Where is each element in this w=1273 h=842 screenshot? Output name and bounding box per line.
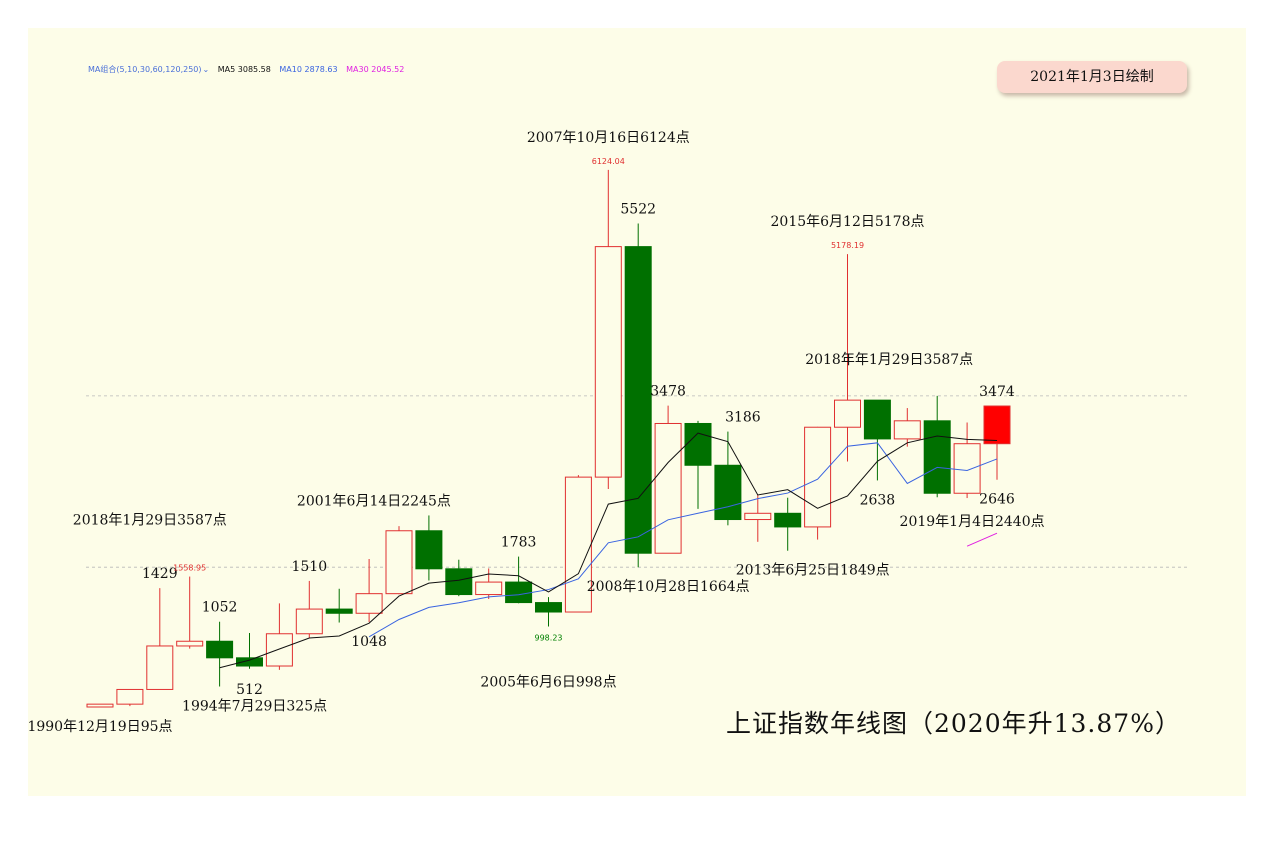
annotation-14: 2007年10月16日6124点 <box>527 130 690 146</box>
candle-body-2016 <box>863 399 891 440</box>
ma30-line <box>966 532 998 547</box>
annotation-21: 2015年6月12日5178点 <box>771 214 925 230</box>
annotation-6: 512 <box>236 682 263 698</box>
annotation-12: 2005年6月6日998点 <box>480 675 616 691</box>
candle-body-2013 <box>774 512 802 528</box>
ma10-line <box>368 442 998 638</box>
candle-body-2006 <box>564 476 592 613</box>
candle-body-2020 <box>983 405 1011 445</box>
annotation-20: 5178.19 <box>831 241 864 250</box>
candle-body-2002 <box>445 568 473 596</box>
candle-body-1995 <box>236 657 263 667</box>
ma5-line <box>219 432 998 669</box>
annotation-23: 2018年年1月29日3587点 <box>805 352 973 368</box>
candle-body-2001 <box>415 530 443 570</box>
candle-body-2018 <box>923 420 951 494</box>
ma-combo-label: MA组合(5,10,30,60,120,250) <box>88 65 202 74</box>
candle-body-2008 <box>624 246 652 554</box>
ma10-label: MA10 2878.63 <box>279 65 338 74</box>
candle-body-2005 <box>535 602 562 613</box>
candle-body-2010 <box>684 422 712 466</box>
annotation-9: 2001年6月14日2245点 <box>297 493 451 509</box>
ma30-label: MA30 2045.52 <box>346 65 405 74</box>
annotation-18: 3186 <box>725 410 761 426</box>
annotation-1: 1429 <box>142 566 178 582</box>
annotation-13: 6124.04 <box>592 157 625 166</box>
candle-body-1996 <box>265 633 293 667</box>
annotation-2: 2018年1月29日3587点 <box>73 513 227 529</box>
annotation-4: 1052 <box>202 600 238 616</box>
annotation-17: 3478 <box>650 384 686 400</box>
candle-body-1990 <box>86 703 114 708</box>
annotation-15: 5522 <box>620 201 656 217</box>
ma5-label: MA5 3085.58 <box>217 65 271 74</box>
annotation-5: 1994年7月29日325点 <box>182 699 327 715</box>
candle-body-1999 <box>355 593 383 614</box>
candle-body-2011 <box>714 464 742 521</box>
annotation-3: 1558.95 <box>173 564 206 573</box>
annotation-11: 998.23 <box>535 634 563 643</box>
candle-body-1994 <box>206 640 234 659</box>
candle-body-2015 <box>834 399 861 428</box>
candle-body-1993 <box>176 640 204 647</box>
candle-body-2003 <box>475 581 503 596</box>
annotation-7: 1510 <box>291 559 327 575</box>
candle-body-2014 <box>804 426 832 528</box>
annotation-26: 2646 <box>979 492 1015 508</box>
annotation-8: 1048 <box>351 634 387 650</box>
annotation-22: 2638 <box>860 492 896 508</box>
candle-body-2009 <box>654 422 682 554</box>
ma-legend: MA组合(5,10,30,60,120,250)⌄ MA5 3085.58 MA… <box>88 64 410 75</box>
candle-body-1997 <box>295 608 323 635</box>
candle-body-2004 <box>505 581 533 604</box>
candle-body-2017 <box>893 420 921 440</box>
annotation-24: 2019年1月4日2440点 <box>900 514 1045 530</box>
candle-body-2012 <box>744 512 772 521</box>
annotation-19: 2013年6月25日1849点 <box>736 563 890 579</box>
candle-body-1998 <box>325 608 353 614</box>
chevron-down-icon: ⌄ <box>202 65 210 74</box>
annotation-10: 1783 <box>501 535 537 551</box>
candle-body-2000 <box>385 530 413 595</box>
annotation-16: 2008年10月28日1664点 <box>587 579 750 595</box>
candle-body-2019 <box>953 443 981 494</box>
date-badge: 2021年1月3日绘制 <box>997 61 1187 93</box>
candle-body-1992 <box>146 645 174 690</box>
candle-body-2007 <box>594 246 622 478</box>
ma-combo-selector[interactable]: MA组合(5,10,30,60,120,250)⌄ <box>88 65 209 74</box>
annotation-0: 1990年12月19日95点 <box>27 719 172 735</box>
candle-body-1991 <box>116 688 144 705</box>
chart-title: 上证指数年线图（2020年升13.87%） <box>726 709 1181 738</box>
annotation-25: 3474 <box>979 384 1015 400</box>
